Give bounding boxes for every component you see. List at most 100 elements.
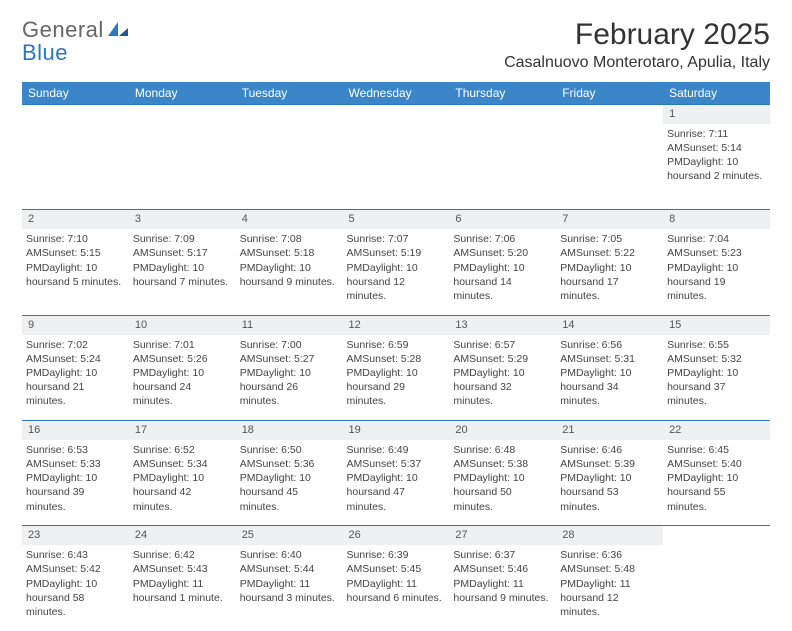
day-content-cell: Sunrise: 6:45 AMSunset: 5:40 PMDaylight:… <box>663 440 770 526</box>
col-saturday: Saturday <box>663 82 770 105</box>
col-sunday: Sunday <box>22 82 129 105</box>
day-number-cell: 7 <box>556 210 663 229</box>
col-tuesday: Tuesday <box>236 82 343 105</box>
day-content-cell: Sunrise: 6:50 AMSunset: 5:36 PMDaylight:… <box>236 440 343 526</box>
day-content-cell: Sunrise: 7:05 AMSunset: 5:22 PMDaylight:… <box>556 229 663 315</box>
day-content-cell: Sunrise: 7:11 AMSunset: 5:14 PMDaylight:… <box>663 124 770 210</box>
daynum-row: 9101112131415 <box>22 315 770 334</box>
day-content-cell <box>343 124 450 210</box>
location-subtitle: Casalnuovo Monterotaro, Apulia, Italy <box>504 54 770 72</box>
day-number-cell <box>449 105 556 124</box>
col-wednesday: Wednesday <box>343 82 450 105</box>
day-number-cell: 13 <box>449 315 556 334</box>
day-number-cell: 26 <box>343 526 450 545</box>
day-content-cell <box>129 124 236 210</box>
day-number-cell: 2 <box>22 210 129 229</box>
day-number-cell: 23 <box>22 526 129 545</box>
day-number-cell: 20 <box>449 421 556 440</box>
day-number-cell: 28 <box>556 526 663 545</box>
day-number-cell: 14 <box>556 315 663 334</box>
day-content-cell <box>22 124 129 210</box>
day-number-cell: 4 <box>236 210 343 229</box>
day-content-cell: Sunrise: 7:01 AMSunset: 5:26 PMDaylight:… <box>129 335 236 421</box>
day-number-cell: 5 <box>343 210 450 229</box>
calendar-table: Sunday Monday Tuesday Wednesday Thursday… <box>22 82 770 631</box>
day-number-cell <box>343 105 450 124</box>
day-number-cell <box>556 105 663 124</box>
day-number-cell: 3 <box>129 210 236 229</box>
weekday-header-row: Sunday Monday Tuesday Wednesday Thursday… <box>22 82 770 105</box>
brand-word-2: Blue <box>22 40 68 65</box>
day-content-cell <box>663 545 770 631</box>
day-content-cell: Sunrise: 6:36 AMSunset: 5:48 PMDaylight:… <box>556 545 663 631</box>
daylight-text-2: and 9 minutes. <box>266 276 335 288</box>
day-number-cell: 12 <box>343 315 450 334</box>
daylight-text-2: and 6 minutes. <box>373 592 442 604</box>
day-content-cell: Sunrise: 6:42 AMSunset: 5:43 PMDaylight:… <box>129 545 236 631</box>
day-content-cell <box>556 124 663 210</box>
day-content-cell: Sunrise: 6:39 AMSunset: 5:45 PMDaylight:… <box>343 545 450 631</box>
day-number-cell: 22 <box>663 421 770 440</box>
day-number-cell: 17 <box>129 421 236 440</box>
col-monday: Monday <box>129 82 236 105</box>
day-content-cell: Sunrise: 6:56 AMSunset: 5:31 PMDaylight:… <box>556 335 663 421</box>
day-number-cell: 16 <box>22 421 129 440</box>
day-number-cell: 25 <box>236 526 343 545</box>
day-content-cell: Sunrise: 7:08 AMSunset: 5:18 PMDaylight:… <box>236 229 343 315</box>
daynum-row: 232425262728 <box>22 526 770 545</box>
calendar-body: 1 Sunrise: 7:11 AMSunset: 5:14 PMDayligh… <box>22 105 770 631</box>
day-number-cell: 11 <box>236 315 343 334</box>
day-content-cell: Sunrise: 7:04 AMSunset: 5:23 PMDaylight:… <box>663 229 770 315</box>
daynum-row: 1 <box>22 105 770 124</box>
day-content-cell: Sunrise: 6:53 AMSunset: 5:33 PMDaylight:… <box>22 440 129 526</box>
day-number-cell: 27 <box>449 526 556 545</box>
day-content-cell: Sunrise: 6:49 AMSunset: 5:37 PMDaylight:… <box>343 440 450 526</box>
day-number-cell: 24 <box>129 526 236 545</box>
day-content-cell: Sunrise: 6:48 AMSunset: 5:38 PMDaylight:… <box>449 440 556 526</box>
sail-icon <box>107 18 129 34</box>
daylight-text-2: and 7 minutes. <box>159 276 228 288</box>
day-content-cell: Sunrise: 6:55 AMSunset: 5:32 PMDaylight:… <box>663 335 770 421</box>
content-row: Sunrise: 7:11 AMSunset: 5:14 PMDaylight:… <box>22 124 770 210</box>
day-content-cell: Sunrise: 6:40 AMSunset: 5:44 PMDaylight:… <box>236 545 343 631</box>
day-content-cell: Sunrise: 7:10 AMSunset: 5:15 PMDaylight:… <box>22 229 129 315</box>
day-number-cell <box>663 526 770 545</box>
daylight-text-2: and 1 minute. <box>159 592 223 604</box>
day-content-cell: Sunrise: 7:02 AMSunset: 5:24 PMDaylight:… <box>22 335 129 421</box>
day-number-cell: 1 <box>663 105 770 124</box>
content-row: Sunrise: 7:02 AMSunset: 5:24 PMDaylight:… <box>22 335 770 421</box>
day-number-cell: 19 <box>343 421 450 440</box>
daynum-row: 2345678 <box>22 210 770 229</box>
day-number-cell: 15 <box>663 315 770 334</box>
daylight-text-2: and 9 minutes. <box>480 592 549 604</box>
day-number-cell <box>129 105 236 124</box>
brand-word-1: General <box>22 17 104 42</box>
day-number-cell <box>236 105 343 124</box>
content-row: Sunrise: 7:10 AMSunset: 5:15 PMDaylight:… <box>22 229 770 315</box>
brand-logo: GeneralBlue <box>22 18 129 64</box>
day-content-cell: Sunrise: 6:43 AMSunset: 5:42 PMDaylight:… <box>22 545 129 631</box>
day-content-cell: Sunrise: 6:52 AMSunset: 5:34 PMDaylight:… <box>129 440 236 526</box>
content-row: Sunrise: 6:43 AMSunset: 5:42 PMDaylight:… <box>22 545 770 631</box>
col-thursday: Thursday <box>449 82 556 105</box>
day-number-cell: 8 <box>663 210 770 229</box>
day-content-cell <box>236 124 343 210</box>
day-number-cell <box>22 105 129 124</box>
title-block: February 2025 Casalnuovo Monterotaro, Ap… <box>504 18 770 72</box>
day-number-cell: 18 <box>236 421 343 440</box>
daylight-text-2: and 5 minutes. <box>52 276 121 288</box>
day-number-cell: 6 <box>449 210 556 229</box>
daylight-text-2: and 2 minutes. <box>693 170 762 182</box>
daynum-row: 16171819202122 <box>22 421 770 440</box>
day-content-cell: Sunrise: 6:37 AMSunset: 5:46 PMDaylight:… <box>449 545 556 631</box>
day-content-cell: Sunrise: 6:59 AMSunset: 5:28 PMDaylight:… <box>343 335 450 421</box>
month-title: February 2025 <box>504 18 770 52</box>
day-content-cell: Sunrise: 7:07 AMSunset: 5:19 PMDaylight:… <box>343 229 450 315</box>
day-content-cell <box>449 124 556 210</box>
day-content-cell: Sunrise: 6:57 AMSunset: 5:29 PMDaylight:… <box>449 335 556 421</box>
day-content-cell: Sunrise: 6:46 AMSunset: 5:39 PMDaylight:… <box>556 440 663 526</box>
day-number-cell: 21 <box>556 421 663 440</box>
day-content-cell: Sunrise: 7:00 AMSunset: 5:27 PMDaylight:… <box>236 335 343 421</box>
page-header: GeneralBlue February 2025 Casalnuovo Mon… <box>22 18 770 72</box>
content-row: Sunrise: 6:53 AMSunset: 5:33 PMDaylight:… <box>22 440 770 526</box>
